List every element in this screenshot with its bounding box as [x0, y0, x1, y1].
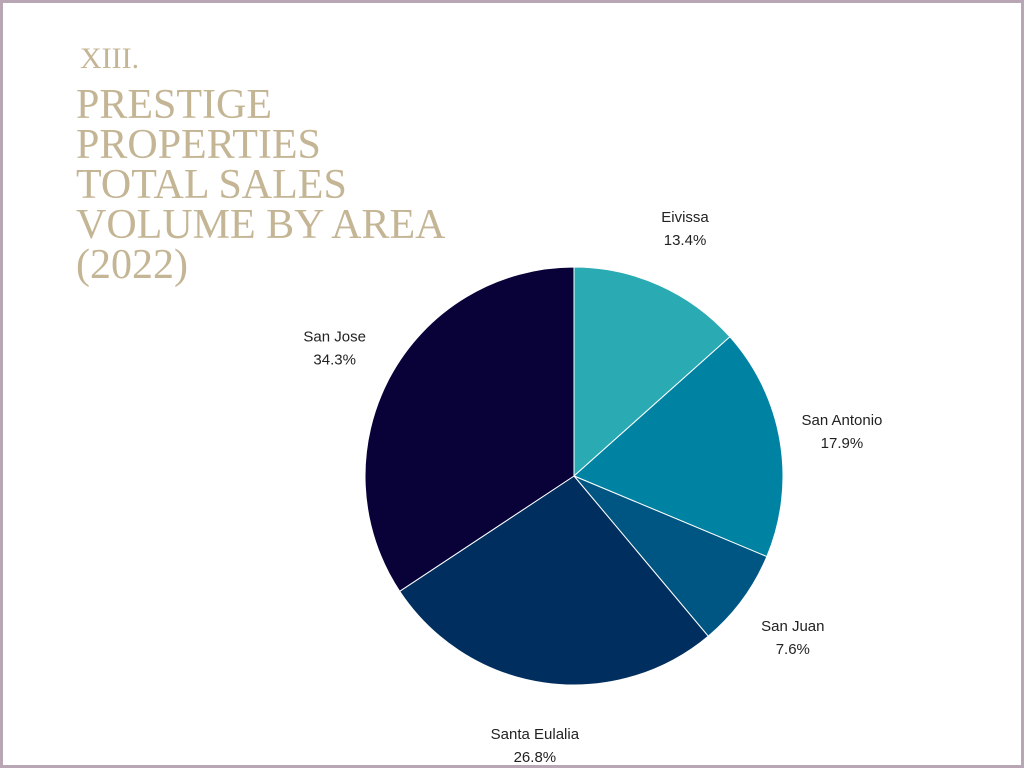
pie-slice: [573, 336, 784, 558]
chart-title-line: VOLUME BY AREA: [76, 202, 446, 248]
pie-slice: [573, 475, 768, 637]
chart-title-line: (2022): [76, 242, 188, 288]
slice-label: Santa Eulalia: [491, 726, 580, 743]
slice-label: San Jose: [303, 328, 366, 345]
slice-value-label: 26.8%: [514, 749, 557, 766]
pie-slice: [398, 475, 709, 686]
slice-value-label: 7.6%: [776, 641, 810, 658]
section-number: XIII.: [80, 42, 139, 75]
slice-value-label: 34.3%: [313, 351, 356, 368]
slice-label: Eivissa: [661, 209, 709, 226]
slice-value-label: 13.4%: [664, 232, 707, 249]
slice-label: San Juan: [761, 618, 824, 635]
slice-value-label: 17.9%: [821, 435, 864, 452]
pie-slice: [364, 266, 575, 592]
pie-slice: [573, 266, 731, 478]
chart-title-line: PROPERTIES: [76, 122, 321, 168]
chart-title-line: PRESTIGE: [76, 82, 272, 128]
chart-title-line: TOTAL SALES: [76, 162, 347, 208]
slice-label: San Antonio: [801, 412, 882, 429]
